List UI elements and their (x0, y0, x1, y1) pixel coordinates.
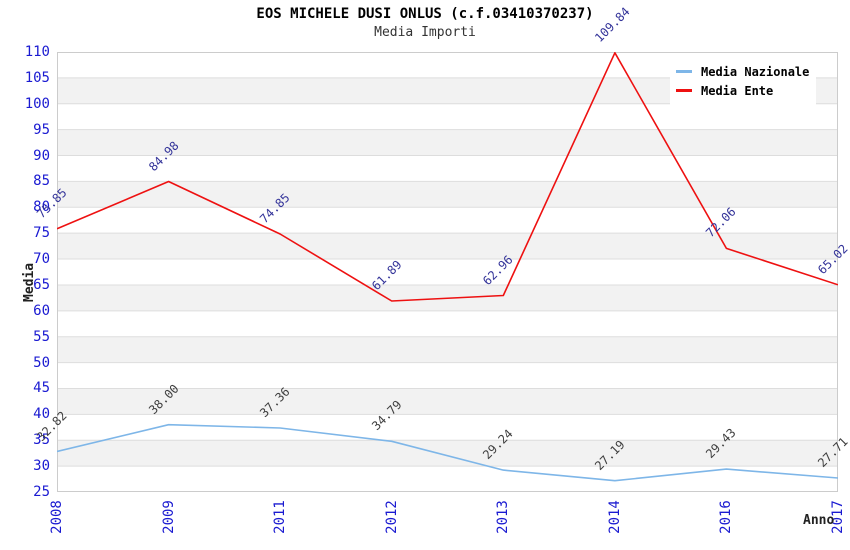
grid-band (57, 129, 838, 156)
x-tick-label: 2008 (49, 500, 65, 534)
chart-subtitle: Media Importi (374, 25, 476, 40)
y-tick-label: 60 (33, 302, 50, 319)
y-tick-label: 50 (33, 354, 50, 371)
legend-swatch-icon (676, 70, 692, 73)
y-tick-label: 110 (24, 44, 50, 60)
grid-band (57, 388, 838, 415)
legend-item: Media Nazionale (676, 62, 816, 81)
y-tick-label: 55 (33, 328, 50, 345)
plot-border (57, 52, 838, 492)
grid-band (57, 233, 838, 260)
series-line-media-nazionale (56, 423, 839, 482)
y-tick-label: 80 (33, 199, 50, 216)
chart-canvas (56, 51, 839, 493)
legend-label: Media Ente (701, 83, 774, 98)
y-tick-label: 65 (33, 276, 50, 293)
legend-item: Media Ente (676, 81, 816, 100)
y-tick-label: 30 (33, 458, 50, 475)
y-tick-label: 105 (24, 69, 50, 86)
y-tick-label: 100 (24, 95, 50, 112)
plot-area (56, 51, 839, 493)
x-tick-label: 2014 (606, 500, 623, 534)
y-tick-label: 95 (33, 121, 50, 138)
y-tick-label: 90 (33, 147, 50, 164)
x-tick-label: 2011 (272, 500, 289, 534)
x-tick-label: 2009 (160, 500, 177, 534)
legend-swatch-icon (676, 89, 692, 92)
y-tick-label: 85 (33, 173, 50, 190)
grid-band (57, 440, 838, 467)
y-tick-label: 35 (33, 432, 50, 449)
grid-band (57, 336, 838, 363)
y-tick-label: 45 (33, 380, 50, 397)
grid-band (57, 181, 838, 208)
x-tick-label: 2012 (383, 500, 400, 534)
y-tick-label: 75 (33, 225, 50, 242)
series-line-media-ente (56, 52, 839, 302)
y-tick-label: 70 (33, 251, 50, 268)
x-tick-label: 2013 (495, 500, 512, 534)
legend-label: Media Nazionale (701, 64, 810, 79)
legend: Media Nazionale Media Ente (670, 57, 816, 105)
chart-title: EOS MICHELE DUSI ONLUS (c.f.03410370237) (256, 6, 594, 22)
y-tick-label: 40 (33, 406, 50, 423)
x-tick-label: 2016 (718, 500, 735, 534)
y-tick-label: 25 (33, 484, 50, 500)
x-axis-title: Anno (803, 513, 835, 528)
